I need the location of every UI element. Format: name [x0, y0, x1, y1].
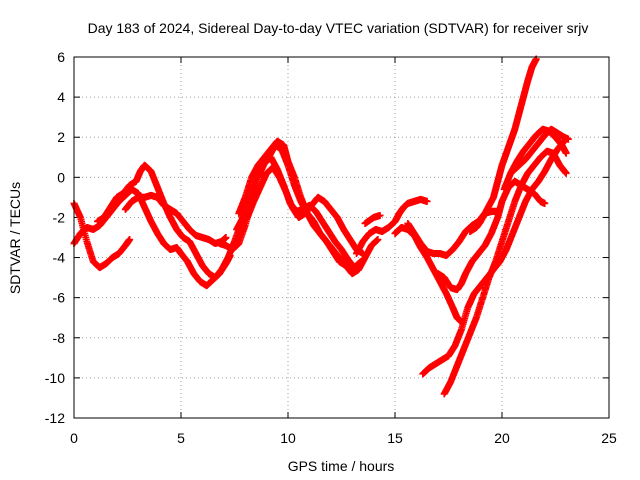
x-tick-label: 5 — [177, 430, 185, 446]
plot-frame — [73, 56, 610, 419]
x-tick-label: 25 — [601, 430, 617, 446]
plus-marker — [374, 236, 382, 244]
satellite-track-3 — [94, 161, 251, 282]
x-tick-label: 15 — [387, 430, 403, 446]
y-tick-label: 2 — [57, 129, 65, 145]
x-tick-label: 20 — [494, 430, 510, 446]
plus-marker — [564, 135, 572, 143]
y-tick-label: -8 — [53, 330, 66, 346]
y-tick-label: 4 — [57, 89, 65, 105]
plus-marker — [541, 199, 549, 207]
y-tick-label: -6 — [53, 290, 66, 306]
data-points — [70, 55, 572, 398]
plus-marker — [562, 169, 570, 177]
grid-lines — [74, 57, 609, 418]
satellite-track-4 — [121, 191, 230, 248]
x-tick-label: 10 — [280, 430, 296, 446]
y-tick-label: -10 — [45, 370, 65, 386]
plus-marker — [126, 236, 134, 244]
satellite-track-8 — [216, 153, 365, 272]
satellite-track-11 — [391, 223, 465, 326]
plus-marker — [359, 250, 367, 258]
satellite-track-15 — [434, 177, 549, 294]
y-axis-title: SDTVAR / TECUs — [7, 182, 23, 294]
plus-marker — [423, 197, 431, 205]
satellite-track-16 — [466, 55, 540, 235]
y-tick-label: -4 — [53, 250, 66, 266]
x-tick-label: 0 — [70, 430, 78, 446]
satellite-track-18 — [509, 125, 572, 175]
satellite-track-10 — [361, 211, 384, 227]
y-tick-label: -12 — [45, 410, 65, 426]
satellite-track-9 — [352, 195, 431, 258]
y-tick-label: 6 — [57, 49, 65, 65]
x-axis-ticks: 0 5 10 15 20 25 — [70, 57, 617, 446]
plus-marker — [562, 149, 570, 157]
plus-marker — [357, 258, 365, 266]
satellite-track-1 — [70, 199, 134, 272]
y-tick-label: 0 — [57, 169, 65, 185]
plus-marker — [222, 234, 230, 241]
y-tick-label: -2 — [53, 209, 66, 225]
plus-marker — [376, 211, 384, 219]
x-axis-title: GPS time / hours — [288, 458, 395, 474]
chart-title: Day 183 of 2024, Sidereal Day-to-day VTE… — [88, 20, 589, 36]
